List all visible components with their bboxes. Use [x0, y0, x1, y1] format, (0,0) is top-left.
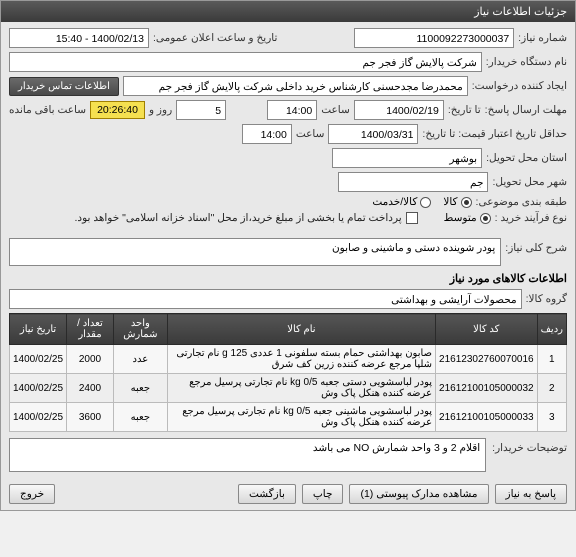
remain-label: ساعت باقی مانده — [9, 104, 86, 116]
radio-dot-icon — [480, 213, 491, 224]
th-qty: تعداد / مقدار — [67, 314, 114, 345]
radio-process[interactable]: متوسط — [444, 212, 491, 224]
radio-kala-label: کالا — [443, 196, 457, 208]
summary-textarea[interactable]: پودر شوینده دستی و ماشینی و صابون — [9, 238, 501, 266]
attachments-button[interactable]: مشاهده مدارک پیوستی (1) — [349, 484, 488, 504]
table-cell: 2000 — [67, 345, 114, 374]
table-cell: 21612100105000033 — [436, 403, 538, 432]
table-cell: 21612302760070016 — [436, 345, 538, 374]
budget-label: طبقه بندی موضوعی: — [476, 196, 567, 208]
table-cell: جعبه — [113, 374, 167, 403]
table-cell: 21612100105000032 — [436, 374, 538, 403]
announce-field: 1400/02/13 - 15:40 — [9, 28, 149, 48]
table-cell: 1400/02/25 — [10, 403, 67, 432]
group-label: گروه کالا: — [526, 293, 567, 305]
process-label: نوع فرآیند خرید : — [495, 212, 567, 224]
creator-field: محمدرضا مجدحسنی کارشناس خرید داخلی شرکت … — [123, 76, 468, 96]
pay-note: پرداخت تمام یا بخشی از مبلغ خرید،از محل … — [74, 212, 401, 224]
table-cell: عدد — [113, 345, 167, 374]
deadline-date: 1400/02/19 — [354, 100, 444, 120]
pay-checkbox[interactable] — [406, 212, 418, 224]
days-field: 5 — [176, 100, 226, 120]
process-radios: متوسط — [444, 212, 491, 224]
table-row: 321612100105000033پودر لباسشویی ماشینی ج… — [10, 403, 567, 432]
valid-label: حداقل تاریخ اعتبار قیمت: تا تاریخ: — [422, 128, 567, 140]
th-date: تاریخ نیاز — [10, 314, 67, 345]
contact-button[interactable]: اطلاعات تماس خریدار — [9, 77, 119, 96]
back-button[interactable]: بازگشت — [238, 484, 296, 504]
table-header-row: ردیف کد کالا نام کالا واحد شمارش تعداد /… — [10, 314, 567, 345]
req-num-label: شماره نیاز: — [518, 32, 567, 44]
deadline-label: مهلت ارسال پاسخ: — [485, 104, 567, 116]
countdown: 20:26:40 — [90, 101, 145, 119]
group-field: محصولات آرایشی و بهداشتی — [9, 289, 522, 309]
table-cell: پودر لباسشویی دستی جعبه kg 0/5 نام تجارت… — [167, 374, 435, 403]
radio-process-label: متوسط — [444, 212, 477, 224]
table-cell: 2 — [537, 374, 566, 403]
table-row: 221612100105000032پودر لباسشویی دستی جعب… — [10, 374, 567, 403]
th-name: نام کالا — [167, 314, 435, 345]
province-label: استان محل تحویل: — [486, 152, 567, 164]
deadline-to-label: تا تاریخ: — [448, 104, 481, 116]
deadline-time: 14:00 — [267, 100, 317, 120]
table-cell: 3600 — [67, 403, 114, 432]
hour-label-2: ساعت — [296, 128, 325, 140]
radio-khadamat[interactable]: کالا/خدمت — [372, 196, 431, 208]
city-label: شهر محل تحویل: — [492, 176, 567, 188]
radio-dot-icon — [461, 197, 472, 208]
req-num-field: 1100092273000037 — [354, 28, 514, 48]
table-cell: 2400 — [67, 374, 114, 403]
org-label: نام دستگاه خریدار: — [486, 56, 567, 68]
days-label: روز و — [149, 104, 172, 116]
table-cell: 1 — [537, 345, 566, 374]
buyer-notes-label: توضیحات خریدار: — [492, 438, 567, 454]
th-code: کد کالا — [436, 314, 538, 345]
footer-buttons: پاسخ به نیاز مشاهده مدارک پیوستی (1) چاپ… — [1, 478, 575, 510]
table-cell: جعبه — [113, 403, 167, 432]
province-field: بوشهر — [332, 148, 482, 168]
radio-kala[interactable]: کالا — [443, 196, 471, 208]
exit-button[interactable]: خروج — [9, 484, 55, 504]
reply-button[interactable]: پاسخ به نیاز — [495, 484, 567, 504]
panel-title: جزئیات اطلاعات نیاز — [1, 1, 575, 22]
th-unit: واحد شمارش — [113, 314, 167, 345]
form-body: شماره نیاز: 1100092273000037 تاریخ و ساع… — [1, 22, 575, 478]
city-field: جم — [338, 172, 488, 192]
details-panel: جزئیات اطلاعات نیاز شماره نیاز: 11000922… — [0, 0, 576, 511]
budget-radios: کالا کالا/خدمت — [372, 196, 471, 208]
table-cell: پودر لباسشویی ماشینی جعبه kg 0/5 نام تجا… — [167, 403, 435, 432]
buyer-notes-textarea[interactable]: اقلام 2 و 3 واحد شمارش NO می باشد — [9, 438, 486, 472]
print-button[interactable]: چاپ — [302, 484, 344, 504]
table-cell: 1400/02/25 — [10, 345, 67, 374]
table-row: 121612302760070016صابون بهداشتی حمام بست… — [10, 345, 567, 374]
announce-label: تاریخ و ساعت اعلان عمومی: — [153, 32, 277, 44]
creator-label: ایجاد کننده درخواست: — [472, 80, 567, 92]
items-section-title: اطلاعات کالاهای مورد نیاز — [9, 272, 567, 285]
table-cell: 3 — [537, 403, 566, 432]
radio-khadamat-label: کالا/خدمت — [372, 196, 417, 208]
hour-label-1: ساعت — [321, 104, 350, 116]
radio-dot-icon — [420, 197, 431, 208]
org-field: شرکت پالایش گاز فجر جم — [9, 52, 482, 72]
th-idx: ردیف — [537, 314, 566, 345]
table-cell: 1400/02/25 — [10, 374, 67, 403]
table-cell: صابون بهداشتی حمام بسته سلفونی 1 عددی 12… — [167, 345, 435, 374]
summary-label: شرح کلی نیاز: — [505, 238, 567, 254]
valid-time: 14:00 — [242, 124, 292, 144]
valid-date: 1400/03/31 — [328, 124, 418, 144]
items-table: ردیف کد کالا نام کالا واحد شمارش تعداد /… — [9, 313, 567, 432]
